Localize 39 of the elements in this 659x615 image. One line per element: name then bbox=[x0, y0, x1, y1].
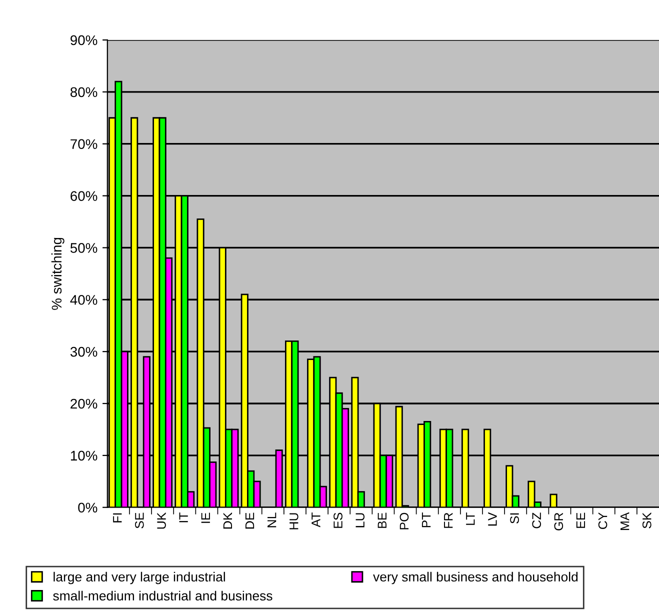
x-tick-label: IT bbox=[179, 512, 188, 522]
x-tick-label: FI bbox=[113, 513, 122, 522]
x-tick-label: SI bbox=[510, 513, 519, 524]
x-tick-label: SK bbox=[642, 512, 652, 528]
x-tick-label: PO bbox=[400, 512, 409, 530]
x-tick-label: AT bbox=[312, 512, 320, 528]
legend-label: small-medium industrial and business bbox=[53, 590, 272, 601]
x-tick-label: IE bbox=[201, 512, 210, 523]
y-tick-label: 60% bbox=[70, 191, 98, 201]
y-tick-label: 10% bbox=[70, 450, 98, 461]
y-axis-title: % switching bbox=[51, 238, 64, 310]
x-tick-label: CY bbox=[598, 512, 608, 529]
x-tick-label: LV bbox=[488, 512, 497, 526]
legend-label: large and very large industrial bbox=[54, 572, 225, 584]
x-tick-label: BE bbox=[378, 512, 386, 528]
y-tick-label: 30% bbox=[70, 346, 98, 357]
x-tick-label: FR bbox=[444, 512, 453, 528]
x-tick-label: ES bbox=[334, 512, 342, 528]
x-tick-label: NL bbox=[268, 512, 276, 528]
y-tick-label: 20% bbox=[70, 398, 98, 409]
x-tick-label: LT bbox=[466, 512, 475, 525]
y-tick-label: 90% bbox=[70, 35, 98, 46]
x-tick-label: PT bbox=[422, 512, 431, 528]
x-tick-label: HU bbox=[290, 513, 298, 530]
x-tick-label: UK bbox=[157, 512, 166, 529]
y-tick-label: 80% bbox=[70, 87, 98, 98]
x-tick-label: GR bbox=[554, 512, 564, 530]
x-tick-label: DK bbox=[223, 512, 232, 529]
y-tick-label: 70% bbox=[70, 139, 98, 150]
x-tick-label: EE bbox=[576, 512, 586, 528]
x-tick-label: MA bbox=[620, 512, 630, 530]
x-tick-label: SE bbox=[135, 512, 144, 528]
legend-label: very small business and household bbox=[373, 572, 578, 584]
y-tick-label: 50% bbox=[70, 243, 98, 253]
x-tick-label: LU bbox=[356, 513, 364, 528]
y-tick-label: 40% bbox=[70, 294, 98, 305]
x-tick-label: CZ bbox=[532, 512, 542, 528]
x-tick-label: DE bbox=[245, 512, 254, 529]
y-tick-label: 0% bbox=[78, 502, 98, 513]
